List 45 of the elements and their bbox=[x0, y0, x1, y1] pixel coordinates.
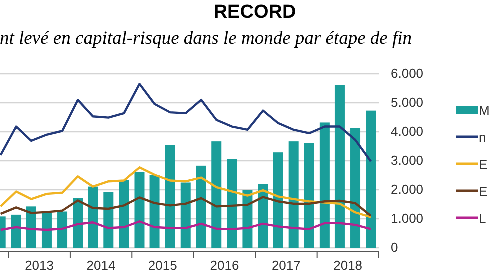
bar bbox=[104, 192, 114, 248]
bar bbox=[58, 212, 68, 248]
bar bbox=[119, 180, 130, 248]
x-tick-label: 2015 bbox=[148, 258, 178, 273]
line-series bbox=[0, 166, 372, 218]
chart-subtitle: nt levé en capital-risque dans le monde par étape de fin bbox=[0, 29, 412, 49]
x-tick-label: 2014 bbox=[86, 258, 116, 273]
bar bbox=[320, 122, 330, 248]
bar bbox=[73, 198, 84, 248]
y-tick-label: 2.000 bbox=[391, 182, 424, 198]
legend-label: n bbox=[479, 130, 486, 145]
y-tick-label: 3.000 bbox=[391, 153, 424, 168]
bar bbox=[212, 142, 222, 248]
chart-title: RECORD bbox=[214, 2, 296, 23]
bar bbox=[196, 166, 206, 248]
y-tick-label: 6.000 bbox=[391, 66, 424, 82]
bar bbox=[334, 85, 345, 248]
bar bbox=[150, 175, 160, 248]
bar bbox=[227, 159, 238, 248]
bar bbox=[304, 143, 314, 248]
bar bbox=[180, 182, 191, 248]
line-series bbox=[0, 196, 372, 218]
legend-label: M bbox=[479, 103, 490, 118]
bar bbox=[366, 110, 376, 248]
bar bbox=[88, 186, 98, 248]
x-tick-label: 2017 bbox=[272, 258, 301, 273]
line-series bbox=[0, 83, 372, 163]
legend-label: E bbox=[479, 184, 488, 199]
bar bbox=[42, 213, 52, 248]
y-tick-label: 0 bbox=[391, 240, 398, 256]
bar bbox=[11, 214, 22, 248]
y-tick-label: 5.000 bbox=[391, 95, 424, 110]
y-tick-label: 1.000 bbox=[391, 211, 424, 226]
bar bbox=[134, 172, 145, 248]
y-tick-label: 4.000 bbox=[391, 124, 424, 140]
bar bbox=[273, 152, 284, 248]
x-tick-label: 2016 bbox=[210, 258, 240, 273]
bar bbox=[288, 142, 299, 248]
bar bbox=[350, 128, 361, 248]
legend-label: E bbox=[479, 157, 488, 172]
x-tick-label: 2018 bbox=[334, 258, 363, 273]
line-series bbox=[0, 220, 372, 232]
x-tick-label: 2013 bbox=[25, 258, 54, 273]
legend-label: L bbox=[479, 211, 486, 226]
bar bbox=[165, 145, 176, 248]
